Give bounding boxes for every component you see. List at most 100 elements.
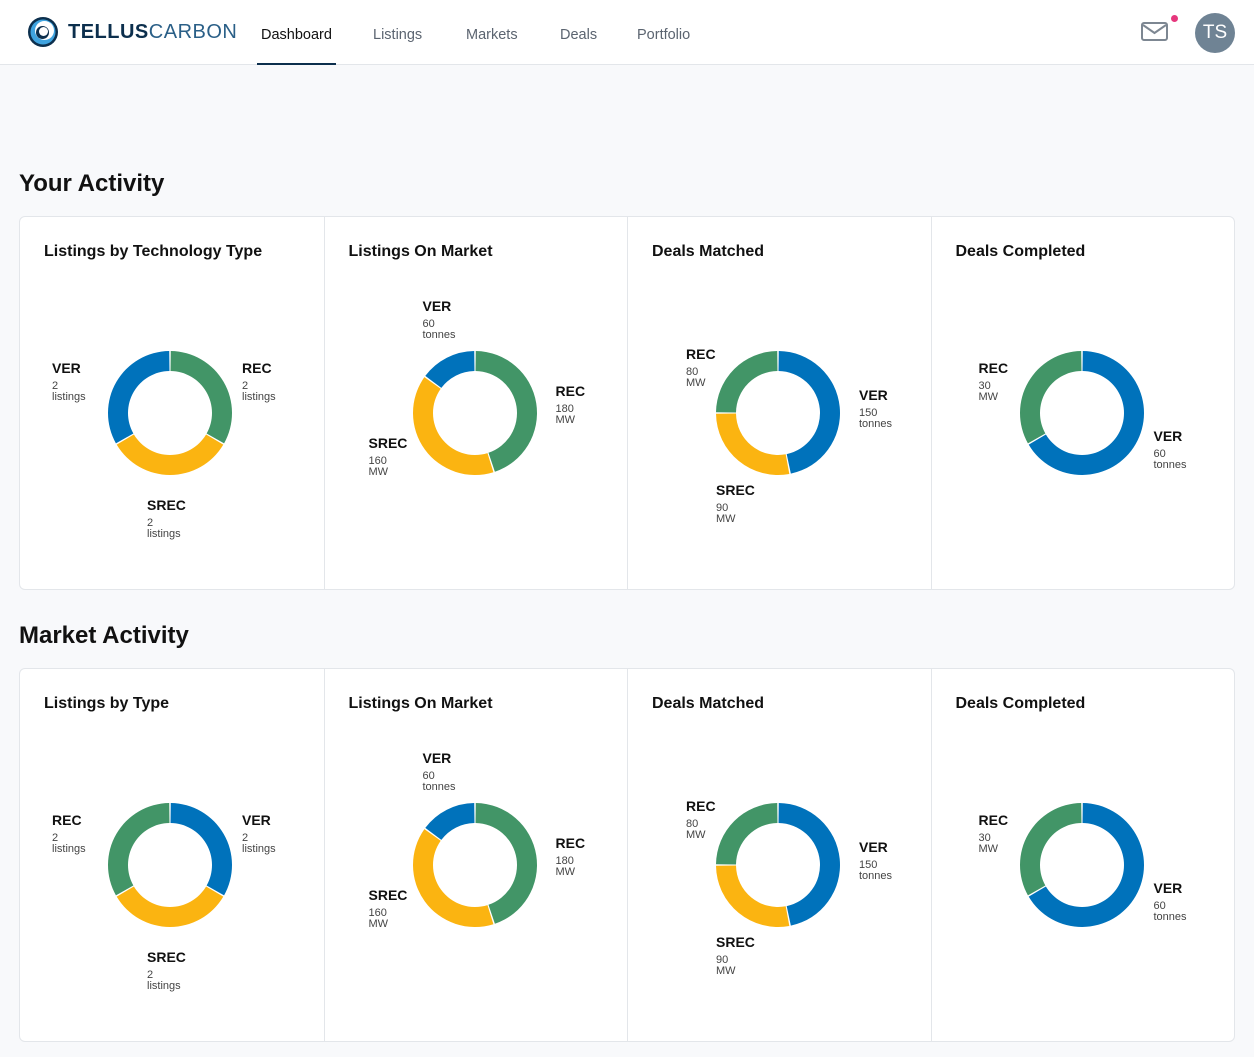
slice-label-unit: MW (716, 965, 736, 977)
slice-label-name: SREC (147, 497, 186, 513)
donut-slice-ver (1028, 351, 1144, 475)
user-avatar[interactable]: TS (1195, 13, 1235, 53)
donut-slice-rec (716, 351, 778, 413)
donut-slice-srec (116, 886, 224, 927)
slice-label-value: 2 (242, 380, 249, 392)
slice-label-name: REC (978, 812, 1009, 828)
slice-label: SREC 160 MW (369, 435, 408, 478)
slice-label-unit: listings (147, 980, 181, 992)
donut-slice-ver (170, 803, 232, 896)
slice-label-unit: listings (52, 843, 86, 855)
slice-label-name: REC (242, 360, 272, 376)
slice-label-name: REC (978, 360, 1009, 376)
slice-label-name: VER (1153, 880, 1183, 896)
donut-chart (1019, 351, 1144, 475)
slice-label-unit: listings (242, 843, 276, 855)
slice-label-unit: listings (242, 391, 276, 403)
donut-slice-ver (424, 351, 474, 388)
slice-label-value: 2 (52, 380, 59, 392)
slice-label-value: 180 (555, 855, 574, 867)
section-title-your-activity: Your Activity (19, 170, 165, 197)
slice-label-unit: MW (978, 843, 999, 855)
donut-slice-srec (412, 829, 493, 927)
slice-label-name: REC (686, 798, 716, 814)
slice-label-name: VER (1153, 428, 1183, 444)
slice-label: REC 2 listings (242, 360, 276, 403)
slice-label-value: 80 (686, 818, 699, 830)
nav-dashboard[interactable]: Dashboard (257, 0, 336, 65)
slice-label: REC 180 MW (556, 835, 586, 878)
slice-label-unit: tonnes (1153, 911, 1187, 923)
slice-label-unit: tonnes (422, 781, 456, 793)
brand-name-part1: TELLUS (68, 21, 149, 43)
chart-title: Listings On Market (348, 695, 493, 712)
donut-chart (1019, 803, 1144, 927)
donut-chart (716, 803, 840, 927)
slice-label-unit: MW (555, 866, 576, 878)
slice-label-name: VER (859, 387, 888, 403)
nav-markets[interactable]: Markets (466, 27, 518, 43)
section-title-market-activity: Market Activity (19, 622, 189, 649)
slice-label-name: SREC (368, 435, 408, 451)
donut-chart (412, 803, 537, 927)
slice-label-value: 2 (52, 832, 59, 844)
nav-listings[interactable]: Listings (373, 27, 423, 43)
slice-label-value: 90 (716, 502, 729, 514)
chart-title: Listings On Market (348, 243, 493, 260)
nav-deals[interactable]: Deals (560, 27, 598, 43)
donut-slice-ver (778, 351, 840, 474)
chart-title: Deals Completed (955, 243, 1086, 260)
slice-label-value: 180 (555, 403, 574, 415)
slice-label-unit: listings (52, 391, 86, 403)
slice-label-unit: MW (686, 829, 706, 841)
chart-panel: Listings On Market REC 180 MW SREC 160 MW VE… (323, 217, 628, 589)
slice-label-value: 2 (147, 969, 154, 981)
slice-label-value: 60 (422, 318, 435, 330)
slice-label: VER 150 tonnes (859, 839, 892, 882)
slice-label-name: SREC (716, 482, 755, 498)
slice-label: REC 180 MW (556, 383, 586, 426)
brand-logo[interactable]: TELLUSCARBON (26, 15, 237, 49)
slice-label-value: 60 (422, 770, 435, 782)
chart-title: Deals Matched (652, 243, 765, 260)
donut-chart (108, 351, 232, 475)
slice-label-name: REC (555, 835, 586, 851)
chart-panel: Deals Completed VER 60 tonnes REC 30 MW (930, 217, 1235, 589)
donut-slice-rec (475, 803, 537, 924)
slice-label-name: REC (555, 383, 586, 399)
slice-label-name: VER (52, 360, 81, 376)
donut-slice-ver (778, 803, 840, 926)
nav-portfolio[interactable]: Portfolio (637, 27, 691, 43)
envelope-icon[interactable] (1140, 20, 1170, 44)
slice-label-name: VER (422, 298, 452, 314)
slice-label: VER 60 tonnes (1154, 880, 1187, 923)
slice-label-unit: MW (368, 918, 389, 930)
slice-label-name: VER (242, 812, 271, 828)
slice-label-value: 80 (686, 366, 699, 378)
slice-label: REC 2 listings (52, 812, 86, 855)
chart-title: Listings by Type (44, 695, 170, 712)
slice-label: VER 2 listings (52, 360, 86, 403)
tellus-logo-icon (28, 17, 58, 47)
slice-label-unit: tonnes (422, 329, 456, 341)
chart-title: Deals Completed (955, 695, 1086, 712)
donut-chart (412, 351, 537, 475)
slice-label: VER 150 tonnes (859, 387, 892, 430)
slice-label: SREC 2 listings (147, 949, 186, 992)
donut-chart (108, 803, 232, 927)
slice-label-value: 160 (368, 455, 387, 467)
slice-label: REC 30 MW (979, 360, 1009, 403)
chart-title: Listings by Technology Type (44, 243, 263, 260)
chart-panel: Deals Matched VER 150 tonnes SREC 90 MW REC 8… (627, 669, 931, 1041)
slice-label: REC 80 MW (686, 798, 716, 841)
chart-panel: Deals Completed VER 60 tonnes REC 30 MW (930, 669, 1235, 1041)
slice-label-unit: tonnes (859, 870, 893, 882)
donut-slice-rec (475, 351, 537, 472)
slice-label: REC 80 MW (686, 346, 716, 389)
donut-slice-rec (108, 803, 170, 896)
slice-label-name: REC (686, 346, 716, 362)
slice-label-unit: MW (368, 466, 389, 478)
donut-slice-srec (716, 413, 790, 475)
slice-label-unit: MW (686, 377, 706, 389)
slice-label-value: 150 (859, 859, 878, 871)
